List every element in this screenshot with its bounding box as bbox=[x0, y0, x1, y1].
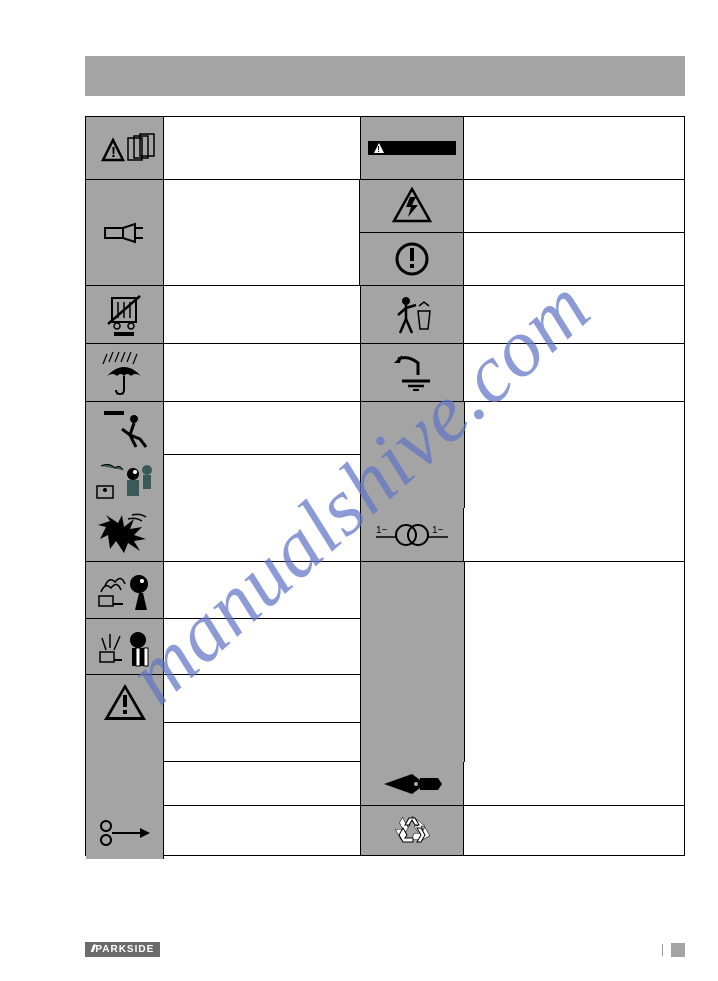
icon-cell bbox=[360, 233, 464, 286]
icon-cell: ! bbox=[361, 117, 465, 179]
symbol-table: ! ! bbox=[85, 116, 685, 856]
text-cell bbox=[464, 117, 684, 179]
exclaim-circle-icon bbox=[394, 241, 430, 277]
text-cell bbox=[164, 344, 361, 401]
person-bin-icon bbox=[392, 293, 432, 337]
table-row bbox=[86, 562, 684, 762]
icon-cell: 1~ 1~ bbox=[361, 508, 465, 561]
transformer-icon: 1~ 1~ bbox=[374, 519, 450, 551]
explosion-icon bbox=[96, 513, 152, 557]
ground-icon bbox=[390, 353, 434, 393]
throw-icon bbox=[100, 407, 150, 451]
icon-cell bbox=[361, 762, 465, 805]
text-cell bbox=[464, 286, 684, 343]
text-cell bbox=[164, 619, 361, 674]
table-row bbox=[86, 806, 684, 856]
icon-cell bbox=[86, 455, 164, 508]
table-row: ! ! bbox=[86, 117, 684, 180]
icon-cell bbox=[86, 286, 164, 343]
text-cell bbox=[164, 508, 361, 561]
no-dispose-icon bbox=[102, 292, 146, 338]
icon-cell bbox=[361, 562, 465, 762]
text-cell bbox=[164, 180, 360, 285]
two-person-icon bbox=[93, 460, 157, 504]
icon-cell bbox=[86, 508, 164, 561]
table-row bbox=[86, 762, 684, 806]
umbrella-rain-icon bbox=[101, 350, 147, 396]
brand-label: PARKSIDE bbox=[95, 944, 154, 955]
text-cell bbox=[464, 344, 684, 401]
table-row: 1~ 1~ bbox=[86, 508, 684, 562]
footer-right bbox=[662, 943, 685, 957]
text-cell bbox=[164, 806, 361, 855]
sparks-icon bbox=[96, 624, 154, 670]
text-cell bbox=[164, 762, 361, 805]
warning-manual-icon: ! bbox=[91, 128, 157, 168]
footer-divider bbox=[662, 944, 663, 956]
svg-text:1~: 1~ bbox=[376, 525, 388, 536]
icon-cell bbox=[361, 402, 465, 508]
icon-cell bbox=[361, 806, 465, 855]
icon-cell bbox=[86, 562, 164, 618]
icon-cell bbox=[86, 344, 164, 401]
text-cell bbox=[164, 402, 361, 454]
text-cell bbox=[464, 233, 684, 286]
text-cell bbox=[164, 455, 361, 508]
svg-text:!: ! bbox=[111, 144, 116, 161]
table-row bbox=[86, 286, 684, 344]
brand-logo: /// PARKSIDE bbox=[85, 942, 160, 957]
svg-text:!: ! bbox=[377, 145, 380, 154]
icon-cell: ! bbox=[86, 117, 164, 179]
shock-icon bbox=[392, 187, 432, 225]
text-cell bbox=[164, 286, 361, 343]
brand-stripes-icon: /// bbox=[91, 944, 93, 955]
page-number-box bbox=[671, 943, 685, 957]
text-cell bbox=[164, 562, 361, 618]
text-cell bbox=[464, 762, 684, 805]
text-cell bbox=[464, 806, 684, 855]
icon-cell bbox=[86, 675, 164, 728]
svg-text:1~: 1~ bbox=[432, 525, 444, 536]
recycle-icon bbox=[393, 812, 431, 850]
icon-cell bbox=[86, 806, 164, 859]
table-row bbox=[86, 180, 684, 286]
text-cell bbox=[464, 508, 684, 561]
header-bar bbox=[85, 56, 685, 96]
fumes-icon bbox=[95, 566, 155, 614]
icon-cell bbox=[360, 180, 464, 232]
clamp-icon bbox=[380, 770, 444, 798]
warning-bar-icon: ! bbox=[368, 139, 456, 157]
footer: /// PARKSIDE bbox=[85, 942, 685, 957]
text-cell bbox=[465, 562, 684, 762]
icon-cell bbox=[361, 286, 465, 343]
warning-big-icon bbox=[102, 682, 148, 722]
text-cell bbox=[164, 723, 361, 761]
icon-cell bbox=[86, 402, 164, 455]
table-row bbox=[86, 344, 684, 402]
table-row bbox=[86, 402, 684, 508]
text-cell bbox=[164, 675, 361, 722]
icon-cell bbox=[86, 619, 164, 674]
wire-feed-icon bbox=[96, 818, 152, 848]
text-cell bbox=[465, 402, 684, 508]
icon-cell bbox=[361, 344, 465, 401]
text-cell bbox=[464, 180, 684, 232]
text-cell bbox=[164, 117, 361, 179]
icon-cell bbox=[86, 180, 164, 285]
plug-icon bbox=[99, 220, 149, 246]
